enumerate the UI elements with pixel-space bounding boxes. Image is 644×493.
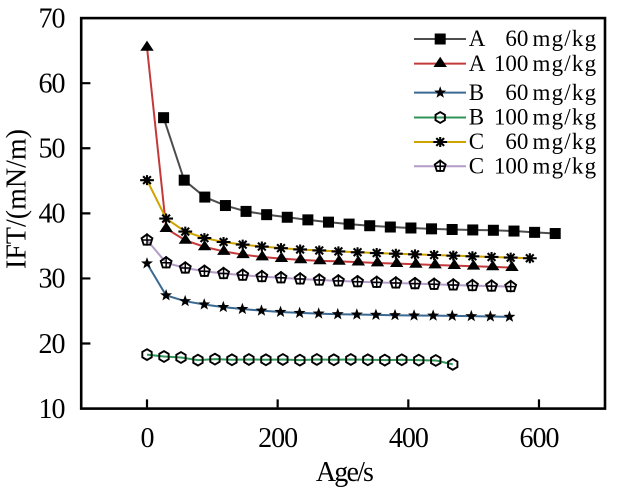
svg-text:mg/kg: mg/kg (533, 105, 598, 130)
svg-text:200: 200 (258, 423, 297, 454)
svg-text:IFT/(mN/m): IFT/(mN/m) (2, 129, 33, 269)
svg-text:Age/s: Age/s (316, 457, 373, 488)
svg-text:30: 30 (39, 264, 65, 295)
svg-text:C: C (469, 154, 484, 179)
svg-text:mg/kg: mg/kg (533, 129, 598, 154)
svg-text:A: A (469, 51, 486, 76)
svg-text:0: 0 (141, 423, 154, 454)
svg-text:50: 50 (39, 134, 65, 165)
svg-text:70: 70 (39, 3, 65, 34)
svg-text:400: 400 (389, 423, 428, 454)
svg-text:100: 100 (494, 51, 529, 76)
svg-text:A: A (469, 26, 486, 51)
svg-text:60: 60 (505, 80, 528, 105)
svg-text:mg/kg: mg/kg (533, 26, 598, 51)
svg-text:100: 100 (494, 154, 529, 179)
svg-text:mg/kg: mg/kg (533, 51, 598, 76)
svg-text:60: 60 (505, 26, 528, 51)
svg-text:40: 40 (39, 199, 65, 230)
svg-text:C: C (469, 129, 484, 154)
svg-text:60: 60 (505, 129, 528, 154)
svg-text:600: 600 (519, 423, 558, 454)
svg-text:60: 60 (39, 68, 65, 99)
svg-text:B: B (469, 105, 484, 130)
svg-text:mg/kg: mg/kg (533, 154, 598, 179)
svg-text:10: 10 (39, 394, 65, 425)
svg-text:100: 100 (494, 105, 529, 130)
svg-text:20: 20 (39, 329, 65, 360)
svg-text:B: B (469, 80, 484, 105)
svg-text:mg/kg: mg/kg (533, 80, 598, 105)
